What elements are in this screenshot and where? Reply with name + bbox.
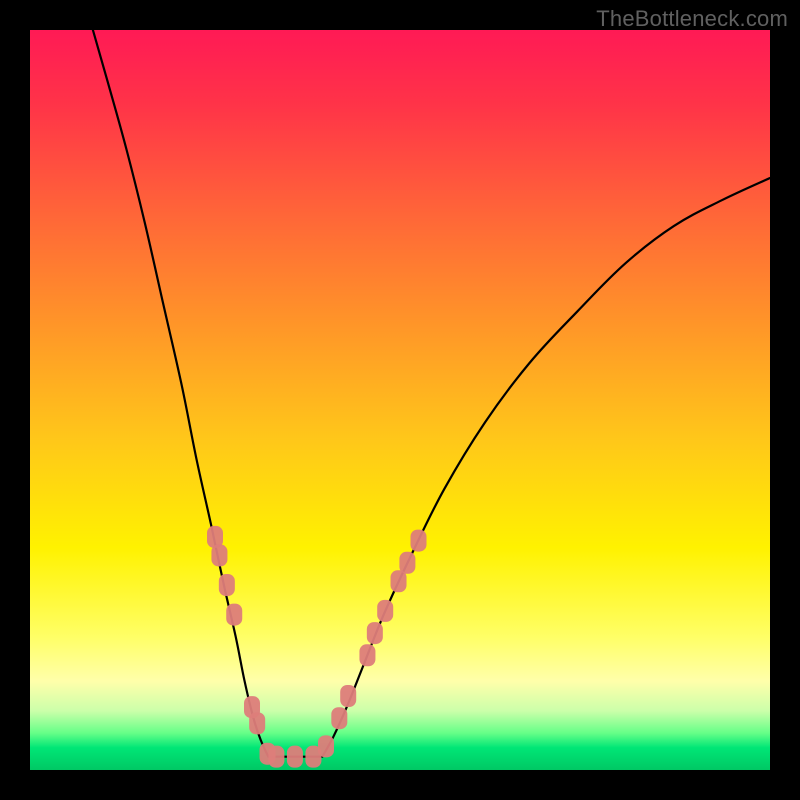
curve-layer [30,30,770,770]
data-marker [249,712,265,734]
data-marker [359,644,375,666]
data-marker [340,685,356,707]
data-marker [219,574,235,596]
data-marker [211,544,227,566]
data-marker [318,735,334,757]
data-marker [399,552,415,574]
data-marker [367,622,383,644]
watermark-text: TheBottleneck.com [596,6,788,32]
data-marker [331,707,347,729]
data-marker [377,600,393,622]
plot-area [30,30,770,770]
data-marker [287,746,303,768]
data-marker [268,746,284,768]
chart-container: TheBottleneck.com [0,0,800,800]
data-marker [391,570,407,592]
data-marker [411,530,427,552]
data-marker [226,604,242,626]
bottleneck-curve [93,30,770,757]
